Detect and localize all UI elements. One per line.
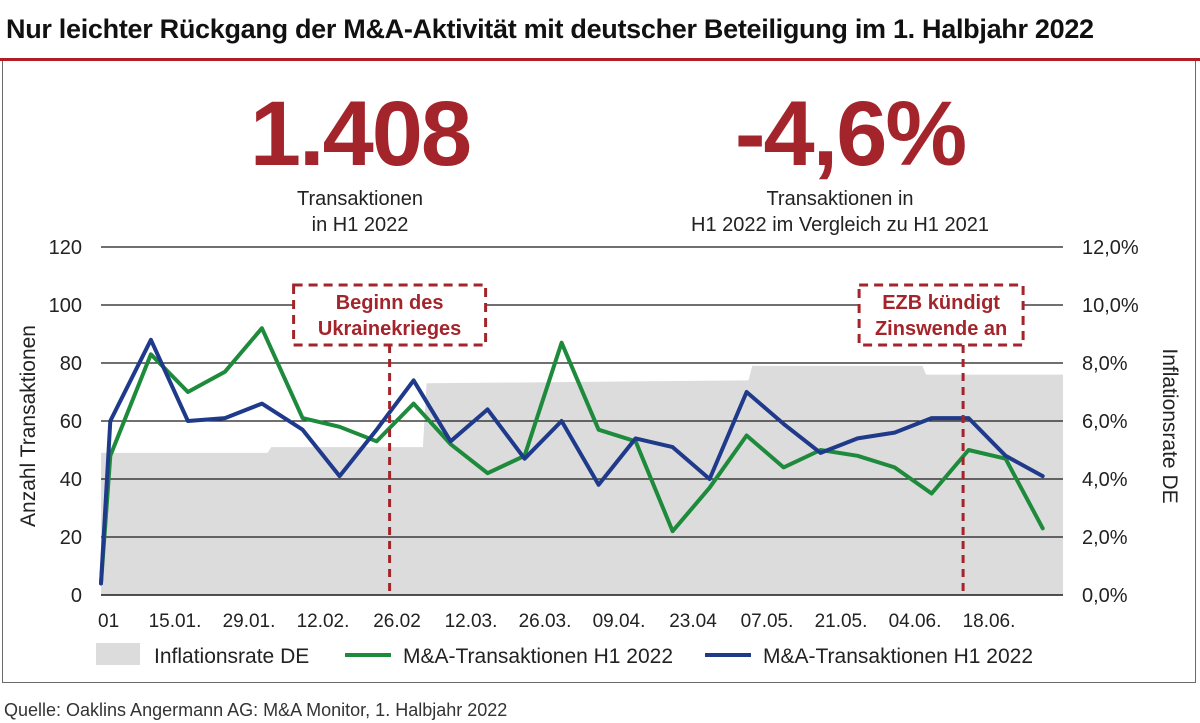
annotation-label-line2: Zinswende an [875,318,1007,340]
legend-label: M&A-Transaktionen H1 2022 [763,645,1033,668]
x-tick-label: 18.06. [963,611,1016,632]
y-axis-title: Anzahl Transaktionen [17,325,40,527]
inflation-area [101,365,1063,595]
chart-title: Nur leichter Rückgang der M&A-Aktivität … [6,14,1094,44]
x-tick-label: 07.05. [741,611,794,632]
y2-axis-title: Inflationsrate DE [1158,348,1181,503]
y-tick-label: 100 [49,295,82,317]
y2-tick-label: 6,0% [1082,411,1128,433]
kpi-total-label-line2: in H1 2022 [311,214,409,236]
x-tick-label: 12.03. [445,611,498,632]
series-line-green [99,326,1045,586]
y2-tick-label: 4,0% [1082,469,1128,491]
annotation-box [292,283,488,347]
y2-tick-label: 8,0% [1082,353,1128,375]
x-tick-label: 26.02 [373,611,421,632]
y-tick-label: 80 [60,353,82,375]
x-tick-label: 21.05. [815,611,868,632]
kpi-change-label-line2: H1 2022 im Vergleich zu H1 2021 [691,214,989,236]
annotation-label-line1: Beginn des [336,292,444,314]
y-tick-label: 20 [60,527,82,549]
legend-label: Inflationsrate DE [154,645,309,668]
kpi-total-value: 1.408 [249,83,472,185]
chart-frame [2,61,1196,683]
y-tick-label: 40 [60,469,82,491]
x-tick-label: 26.03. [519,611,572,632]
x-tick-label: 23.04 [669,611,717,632]
kpi-change-value: -4,6% [734,83,967,185]
y-tick-label: 120 [49,237,82,259]
legend-label: M&A-Transaktionen H1 2022 [403,645,673,668]
source-note: Quelle: Oaklins Angermann AG: M&A Monito… [4,700,508,720]
y2-tick-label: 10,0% [1082,295,1139,317]
title-rule [0,58,1200,61]
x-tick-label: 15.01. [149,611,202,632]
x-tick-label: 12.02. [297,611,350,632]
y2-tick-label: 0,0% [1082,585,1128,607]
annotation-label-line2: Ukrainekrieges [318,318,461,340]
x-tick-label: 01 [98,611,119,632]
x-tick-label: 29.01. [223,611,276,632]
legend-swatch-inflation [96,643,140,665]
y2-tick-label: 12,0% [1082,237,1139,259]
kpi-total-label-line1: Transaktionen [297,188,423,210]
y-tick-label: 60 [60,411,82,433]
series-line-blue [99,337,1045,586]
y2-tick-label: 2,0% [1082,527,1128,549]
kpi-change-label-line1: Transaktionen in [766,188,914,210]
y-tick-label: 0 [71,585,82,607]
annotation-box [857,283,1025,347]
x-tick-label: 09.04. [593,611,646,632]
x-tick-label: 04.06. [889,611,942,632]
kpi-change-label: Transaktionen in H1 2022 im Vergleich zu… [630,186,1050,238]
annotation-label-line1: EZB kündigt [882,292,1000,314]
kpi-total-label: Transaktionen in H1 2022 [210,186,510,238]
